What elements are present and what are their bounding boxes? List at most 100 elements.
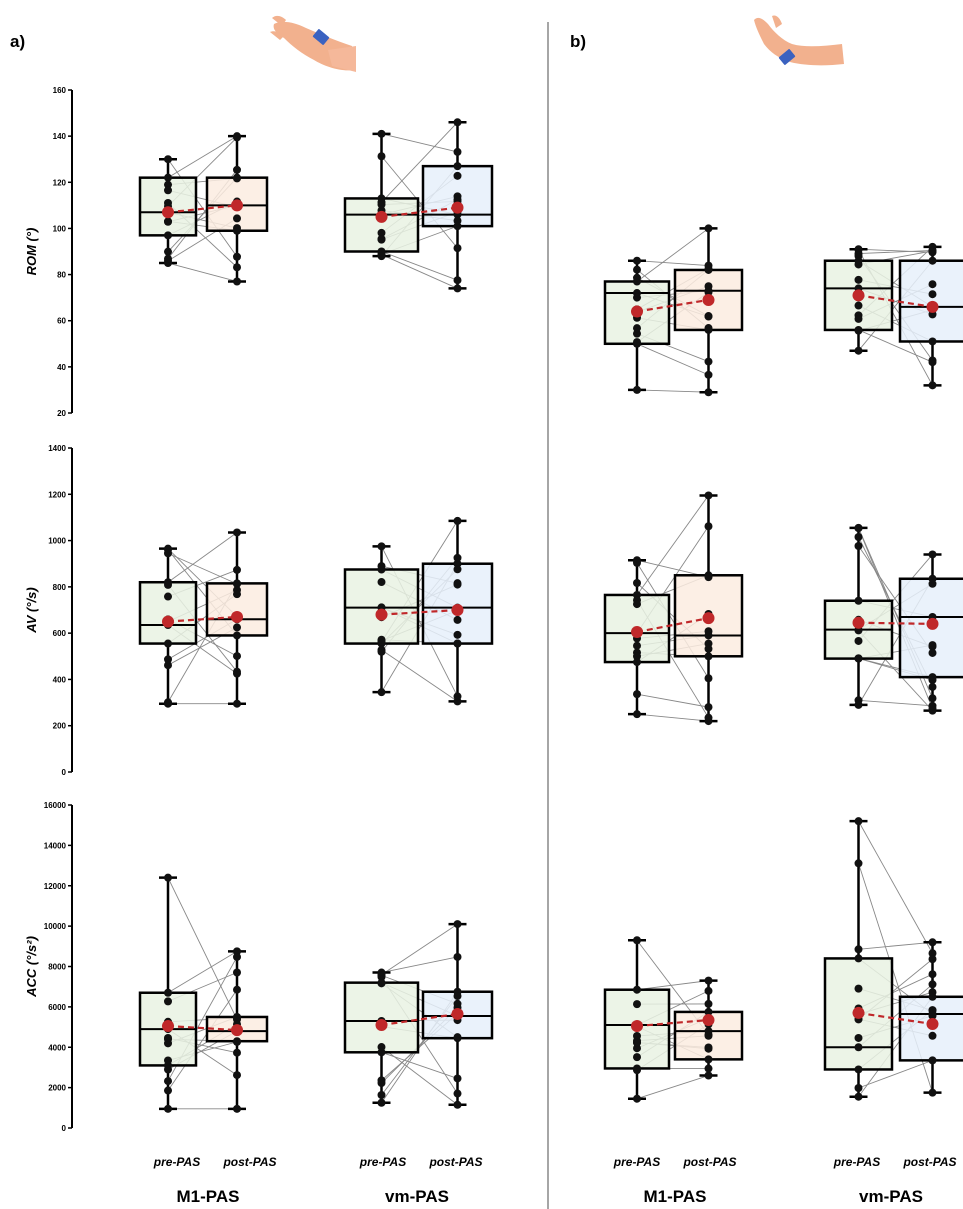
pb-r0-box-3-point-13 xyxy=(928,358,937,367)
pb-r2-box-2-point-5 xyxy=(854,859,863,868)
pa-r2-box-3-point-11 xyxy=(453,999,462,1008)
pa-r0-box-3-point-7 xyxy=(453,244,462,253)
pb-r2-mean-line-0 xyxy=(636,1018,709,1028)
pa-r2-box-3-point-7 xyxy=(453,1033,462,1042)
pb-r2-box-2-point-0 xyxy=(854,1092,863,1101)
pb-r2-box-0-point-5 xyxy=(633,1044,641,1053)
pa-r1-box-1-point-7 xyxy=(233,579,241,588)
pb-r1-box-0-point-5 xyxy=(633,690,641,699)
pb-r2-box-1-point-3 xyxy=(704,1007,713,1016)
pa-r1-box-0-point-5 xyxy=(164,592,172,601)
pa-r2-mean-line-1 xyxy=(381,1012,458,1027)
group-label-b-m1: M1-PAS xyxy=(644,1187,707,1206)
pa-r1-box-2-point-1 xyxy=(377,542,386,551)
panel-letter-a: a) xyxy=(10,32,25,51)
pa-r1-mean-2 xyxy=(375,608,388,621)
pb-r1-mean-0 xyxy=(631,625,643,638)
pb-r2-box-3-point-8 xyxy=(928,949,937,958)
pa-r0-box-1-point-5 xyxy=(233,252,241,261)
pa-r0-mean-1 xyxy=(231,199,243,212)
pa-r2-box-0-point-0 xyxy=(164,1104,172,1113)
pa-r2-pair-line-0-1 xyxy=(167,877,238,1020)
pb-r2-box-2-point-4 xyxy=(854,1043,863,1052)
pa-r1-pair-line-0-3 xyxy=(167,532,238,583)
pb-r0-pair-line-0-3 xyxy=(636,228,709,282)
pb-r1-box-2-point-8 xyxy=(854,636,863,645)
pb-r0-box-3-point-12 xyxy=(928,246,937,255)
pb-r2-box-0-point-11 xyxy=(633,1038,641,1047)
pa-r2-box-2-point-5 xyxy=(377,1043,386,1052)
pb-r1-box-2-point-3 xyxy=(854,596,863,605)
pa-r2-box-1-point-11 xyxy=(233,952,241,961)
pb-r1-box-0-point-8 xyxy=(633,558,641,567)
pb-r0-box-3-point-2 xyxy=(928,337,937,346)
pb-r1-box-3-point-13 xyxy=(928,641,937,650)
pa-r1-box-2-point-0 xyxy=(377,688,386,697)
pb-r0-box-0-point-5 xyxy=(633,273,641,282)
pa-r1-box-1-point-10 xyxy=(233,590,241,599)
label-a-vm-pre: pre-PAS xyxy=(359,1155,406,1169)
pb-r2-mean-0 xyxy=(631,1020,643,1033)
pb-r2-box-0-point-9 xyxy=(633,1053,641,1062)
pb-r2-pair-line-1-11 xyxy=(858,1059,933,1089)
pa-r1-box-3-point-3 xyxy=(453,559,462,568)
pa-r2-box-0-point-11 xyxy=(164,1034,172,1043)
pa-r1-box-1-point-0 xyxy=(233,699,241,708)
pa-r0-box-3-point-10 xyxy=(453,171,462,180)
pa-r1-box-1-point-11 xyxy=(233,565,241,574)
pa-r2-box-3-point-1 xyxy=(453,920,462,929)
pb-r2-box-3-point-2 xyxy=(928,1056,937,1065)
pb-r0-box-2-point-13 xyxy=(854,249,863,258)
pa-r0-box-1-point-0 xyxy=(233,277,241,286)
pa-r0-mean-line-0 xyxy=(167,204,238,214)
pb-r0-box-3-point-3 xyxy=(928,256,937,265)
pb-r0-box-0-point-0 xyxy=(633,385,641,394)
pa-r0-box-2-point-7 xyxy=(377,228,386,237)
pa-r1-y-tick-label-0: 0 xyxy=(62,768,67,777)
pb-r0-mean-3 xyxy=(926,300,939,313)
pb-r0-box-1-point-9 xyxy=(704,264,713,273)
pa-r2-y-tick-label-1: 2000 xyxy=(48,1084,66,1093)
pb-r2-box-0-point-13 xyxy=(633,1000,641,1009)
pa-r0-box-2-point-12 xyxy=(377,152,386,161)
pa-r2-box-2-point-0 xyxy=(377,1098,386,1107)
pa-r0-box-0-point-8 xyxy=(164,180,172,189)
pa-r2-box-2-point-13 xyxy=(377,1090,386,1099)
pb-r0-pair-line-0-0 xyxy=(636,389,709,393)
pa-r2-y-tick-label-8: 16000 xyxy=(44,801,67,810)
pb-r2-mean-3 xyxy=(926,1018,939,1031)
pb-r2-box-0-point-7 xyxy=(633,1066,641,1075)
pa-r0-box-1-point-9 xyxy=(233,165,241,174)
pa-r1-box-0-point-9 xyxy=(164,698,172,707)
pb-r1-box-1-point-1 xyxy=(704,491,713,500)
pa-r0-mean-line-1 xyxy=(381,206,458,218)
pa-r2-mean-1 xyxy=(231,1024,243,1037)
pa-r0-box-0-point-10 xyxy=(164,186,172,195)
pb-r1-box-0-point-11 xyxy=(633,578,641,587)
pb-r2-box-1-point-0 xyxy=(704,1071,713,1080)
pa-r2-box-0-point-8 xyxy=(164,1056,172,1065)
pb-r2-mean-line-1 xyxy=(858,1011,933,1026)
pa-r0-pair-line-1-2 xyxy=(381,251,458,281)
pa-r0-mean-0 xyxy=(162,206,174,219)
pb-r1-box-3-point-9 xyxy=(928,579,937,588)
pa-r2-box-1-point-8 xyxy=(233,1013,241,1022)
pb-r2-pair-line-0-3 xyxy=(636,980,709,991)
pb-r2-box-3-point-9 xyxy=(928,980,937,989)
pa-r1-box-0-point-7 xyxy=(164,549,172,558)
pb-r0-box-3-point-7 xyxy=(928,280,937,289)
pa-r0-y-tick-label-1: 40 xyxy=(57,363,66,372)
pb-r1-mean-line-0 xyxy=(636,617,709,634)
pa-r1-box-2-point-10 xyxy=(377,562,386,571)
pa-r2-mean-line-0 xyxy=(167,1024,238,1032)
pa-r2-box-3-point-5 xyxy=(453,1089,462,1098)
pb-r1-box-3-point-5 xyxy=(928,676,937,685)
pa-r0-pair-line-1-12 xyxy=(381,155,458,249)
pa-r1-y-tick-label-3: 600 xyxy=(53,629,67,638)
label-a-m1-post: post-PAS xyxy=(222,1155,276,1169)
pb-r2-box-3-point-12 xyxy=(928,970,937,979)
pb-r0-box-1-point-11 xyxy=(704,312,713,321)
pb-r1-box-1-point-13 xyxy=(704,644,713,653)
pa-r0-box-2-point-13 xyxy=(377,235,386,244)
pb-r2-box-3-point-13 xyxy=(928,1006,937,1015)
